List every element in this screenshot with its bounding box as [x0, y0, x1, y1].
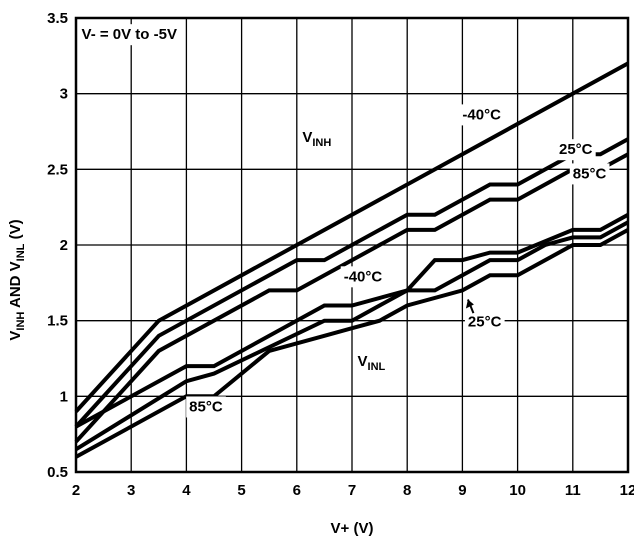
series-line-vinh-minus40c	[74, 61, 629, 413]
x-tick-label: 11	[565, 482, 581, 499]
annotation-background	[299, 127, 335, 152]
x-tick-label: 5	[237, 482, 245, 499]
x-tick-label: 7	[348, 482, 356, 499]
annotation-label: 85°C	[573, 165, 607, 182]
y-tick-label: 2.5	[47, 161, 68, 178]
x-tick-label: 2	[72, 482, 80, 499]
annotation-label: VINL	[358, 353, 386, 373]
annotation-label: -40°C	[344, 268, 383, 285]
annotation-label: V- = 0V to -5V	[82, 26, 177, 43]
y-tick-label: 0.5	[47, 464, 68, 481]
annotation: 25°C	[464, 311, 505, 333]
plot-frame	[74, 16, 630, 474]
x-tick-label: 10	[509, 482, 526, 499]
annotation-label: -40°C	[462, 106, 501, 123]
x-tick-label: 8	[403, 482, 411, 499]
annotation-background	[459, 104, 505, 126]
annotation-label: 85°C	[189, 398, 223, 415]
annotation-background	[340, 266, 386, 288]
arrowhead	[465, 299, 474, 309]
x-tick-label: 9	[458, 482, 466, 499]
annotation: 25°C	[556, 139, 596, 161]
y-tick-label: 1.5	[47, 313, 68, 330]
annotation: VINL	[354, 351, 389, 376]
y-tick-label: 3	[60, 86, 68, 103]
annotation: VINH	[299, 127, 335, 152]
annotation-background	[569, 163, 610, 185]
x-tick-label: 6	[293, 482, 301, 499]
y-axis-label: VINH AND VINL (V)	[7, 219, 27, 340]
x-tick-label: 12	[620, 482, 634, 499]
annotation-label: 25°C	[559, 141, 593, 158]
annotation-background	[78, 24, 180, 46]
annotation: -40°C	[340, 266, 386, 288]
x-axis-label: V+ (V)	[331, 520, 374, 537]
y-tick-label: 2	[60, 237, 68, 254]
annotation-background	[464, 311, 505, 333]
annotation: V- = 0V to -5V	[78, 24, 180, 46]
series-line-vinl-25c	[74, 220, 629, 452]
annotations: V- = 0V to -5V VINH VINL -40°C 25°C 85°C -40°C…	[78, 24, 610, 418]
annotation: 85°C	[186, 396, 226, 418]
annotation: -40°C	[459, 104, 505, 126]
tick-labels: 2 3 4 5 6 7 8 9 10 11 12 0.5 1 1.5 2 2.5 3 3.5	[47, 10, 634, 499]
annotation-background	[354, 351, 389, 376]
annotation: 85°C	[569, 163, 610, 185]
annotation-label: VINH	[302, 129, 331, 149]
x-tick-label: 4	[182, 482, 191, 499]
series-line-vinl-85c	[75, 228, 629, 459]
annotation-background	[556, 139, 596, 161]
y-tick-label: 3.5	[47, 10, 68, 27]
annotation-label: 25°C	[468, 314, 502, 331]
y-tick-label: 1	[60, 388, 68, 405]
annotation-background	[186, 396, 226, 418]
x-tick-label: 3	[127, 482, 135, 499]
series-line-vinl-minus40c	[75, 212, 629, 429]
